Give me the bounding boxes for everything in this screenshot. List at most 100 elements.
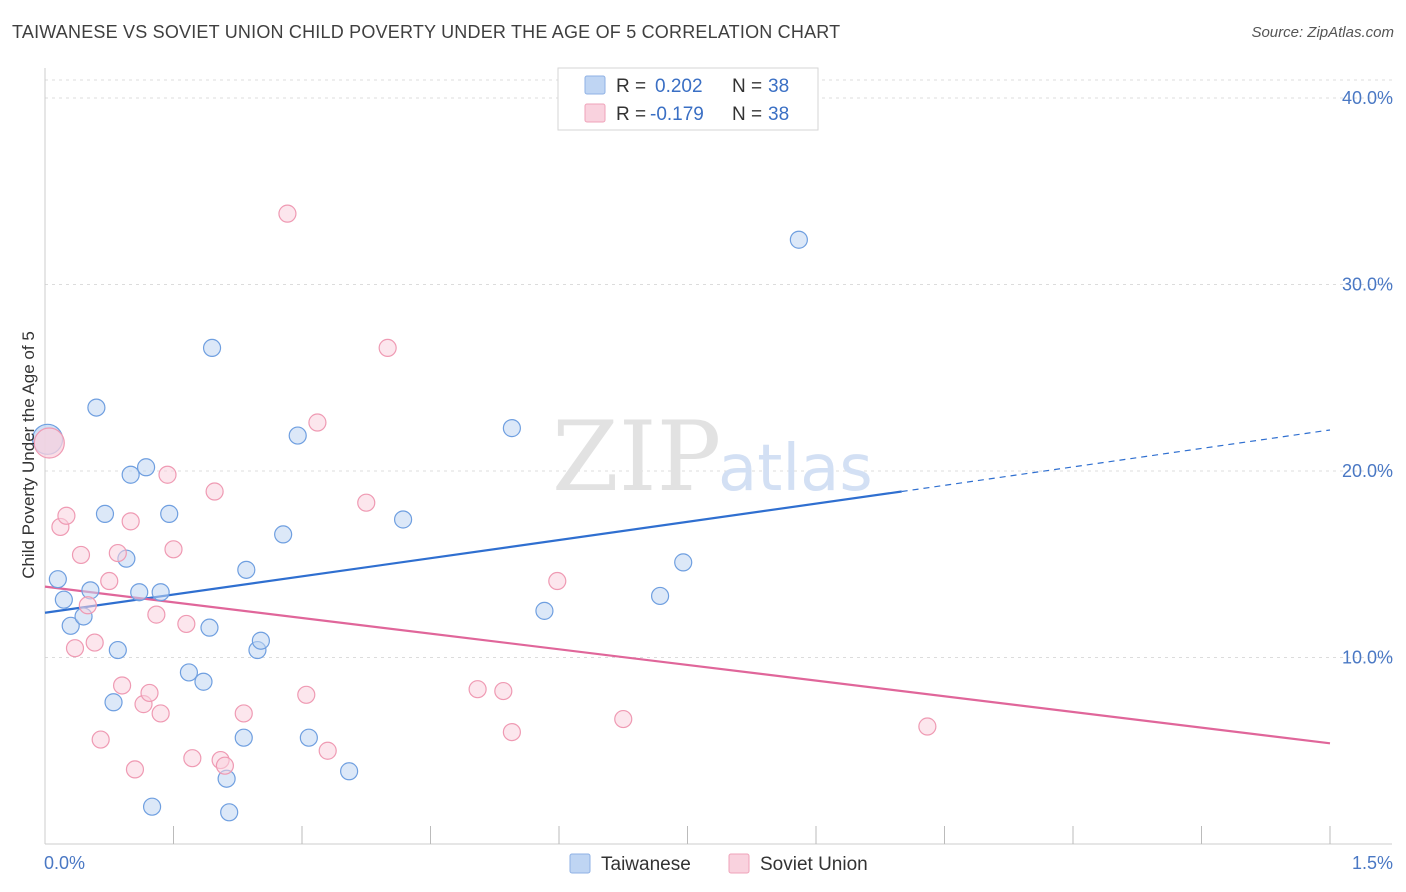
legend-r-label-2: R = [616,104,646,125]
y-axis-label: Child Poverty Under the Age of 5 [19,331,38,579]
series-legend: Taiwanese Soviet Union [569,853,868,875]
point-taiwanese-1 [48,570,67,589]
point-taiwanese-32 [502,419,521,438]
point-taiwanese-26 [251,631,270,650]
watermark: ZIP atlas [552,401,873,513]
point-soviet-union-7 [91,730,110,749]
point-taiwanese-28 [288,426,307,445]
trend-line-taiwanese [44,490,902,614]
point-taiwanese-6 [87,398,106,417]
point-taiwanese-29 [299,728,318,747]
point-taiwanese-8 [104,693,123,712]
point-soviet-union-26 [297,685,316,704]
point-taiwanese-11 [121,465,140,484]
point-taiwanese-18 [194,672,213,691]
legend-n-value-2: 38 [768,104,789,125]
legend-n-label-1: N = [732,76,762,97]
point-soviet-union-11 [121,512,140,531]
point-taiwanese-24 [237,560,256,579]
point-soviet-union-29 [357,493,376,512]
point-taiwanese-3 [61,616,80,635]
point-taiwanese-15 [151,583,170,602]
point-taiwanese-33 [535,601,554,620]
bottom-legend-swatch-taiwanese [569,853,591,874]
data-points [31,204,937,822]
point-taiwanese-34 [650,586,670,606]
point-soviet-union-3 [65,639,85,658]
legend-swatch-soviet-union [584,103,606,123]
x-tick-label-right: 1.5% [1352,853,1393,873]
point-taiwanese-19 [200,618,219,637]
point-taiwanese-7 [95,504,115,523]
point-taiwanese-17 [179,663,199,682]
point-taiwanese-13 [136,458,156,477]
point-soviet-union-12 [125,760,145,779]
point-soviet-union-0 [33,427,65,459]
legend-swatch-taiwanese [584,75,606,95]
chart-title: TAIWANESE VS SOVIET UNION CHILD POVERTY … [12,22,841,42]
point-soviet-union-19 [177,614,196,634]
point-soviet-union-20 [183,749,202,768]
watermark-zip: ZIP [552,401,721,513]
point-taiwanese-16 [160,504,179,523]
point-taiwanese-14 [142,797,162,816]
point-soviet-union-35 [614,709,633,729]
point-taiwanese-12 [130,583,149,602]
point-soviet-union-2 [57,506,76,525]
point-soviet-union-36 [918,717,937,736]
point-taiwanese-23 [234,728,253,747]
legend-r-value-1: 0.202 [655,76,703,97]
point-taiwanese-27 [274,525,293,544]
point-soviet-union-15 [147,605,166,624]
point-soviet-union-17 [158,465,177,484]
point-soviet-union-16 [151,704,170,723]
point-soviet-union-21 [205,482,224,501]
point-soviet-union-31 [468,680,487,699]
point-soviet-union-6 [85,633,104,652]
point-soviet-union-9 [108,543,127,563]
point-soviet-union-27 [308,413,327,432]
bottom-legend-soviet-union: Soviet Union [760,854,868,875]
point-soviet-union-34 [548,571,567,591]
tick-labels: 10.0% 20.0% 30.0% 40.0% 0.0% 1.5% [44,88,1393,873]
y-tick-label-40: 40.0% [1342,88,1393,108]
point-taiwanese-9 [108,640,127,660]
point-soviet-union-25 [278,204,297,223]
point-soviet-union-28 [318,741,337,760]
bottom-legend-taiwanese: Taiwanese [601,854,691,875]
point-soviet-union-24 [234,704,253,723]
point-taiwanese-22 [220,803,239,822]
bottom-legend-swatch-soviet-union [728,853,750,874]
point-taiwanese-36 [789,230,808,249]
point-taiwanese-31 [393,510,413,529]
point-soviet-union-23 [215,756,234,775]
point-taiwanese-20 [202,338,222,358]
point-soviet-union-4 [71,545,91,565]
trend-lines [44,429,1331,745]
point-taiwanese-5 [81,581,100,600]
point-soviet-union-32 [494,681,513,701]
legend-n-label-2: N = [732,104,762,125]
legend-n-value-1: 38 [768,76,789,97]
trend-line-soviet-union [44,585,1331,745]
point-soviet-union-33 [502,722,521,742]
y-tick-label-10: 10.0% [1342,648,1393,668]
watermark-atlas: atlas [718,432,873,506]
trend-line-extension-taiwanese [901,429,1331,493]
y-tick-label-20: 20.0% [1342,461,1393,481]
point-soviet-union-30 [378,338,397,358]
point-soviet-union-8 [100,571,119,591]
point-soviet-union-14 [140,683,159,703]
point-soviet-union-18 [164,540,183,559]
point-taiwanese-30 [340,762,359,781]
point-soviet-union-10 [112,676,132,695]
x-tick-label-left: 0.0% [44,853,85,873]
legend-r-value-2: -0.179 [650,104,704,125]
point-taiwanese-35 [674,553,693,572]
stats-legend: R = 0.202 N = 38 R = -0.179 N = 38 [557,67,819,131]
point-taiwanese-2 [54,590,73,609]
chart-source: Source: ZipAtlas.com [1251,24,1394,41]
y-tick-label-30: 30.0% [1342,275,1393,295]
point-soviet-union-5 [78,596,97,615]
